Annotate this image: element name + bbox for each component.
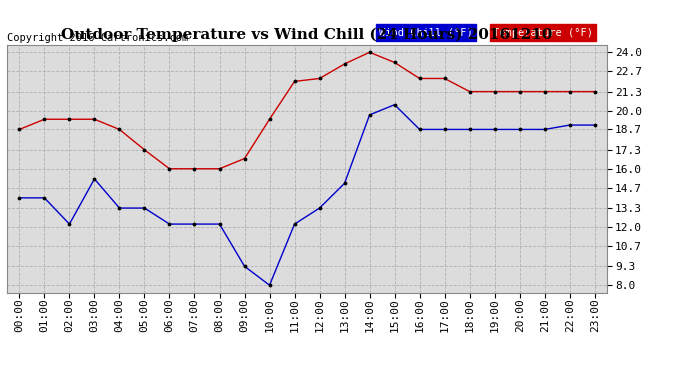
Text: Temperature (°F): Temperature (°F) [493,28,593,38]
Text: Wind Chill (°F): Wind Chill (°F) [379,28,473,38]
Text: Copyright 2016 Cartronics.com: Copyright 2016 Cartronics.com [7,33,188,42]
Title: Outdoor Temperature vs Wind Chill (24 Hours) 20161210: Outdoor Temperature vs Wind Chill (24 Ho… [61,28,553,42]
